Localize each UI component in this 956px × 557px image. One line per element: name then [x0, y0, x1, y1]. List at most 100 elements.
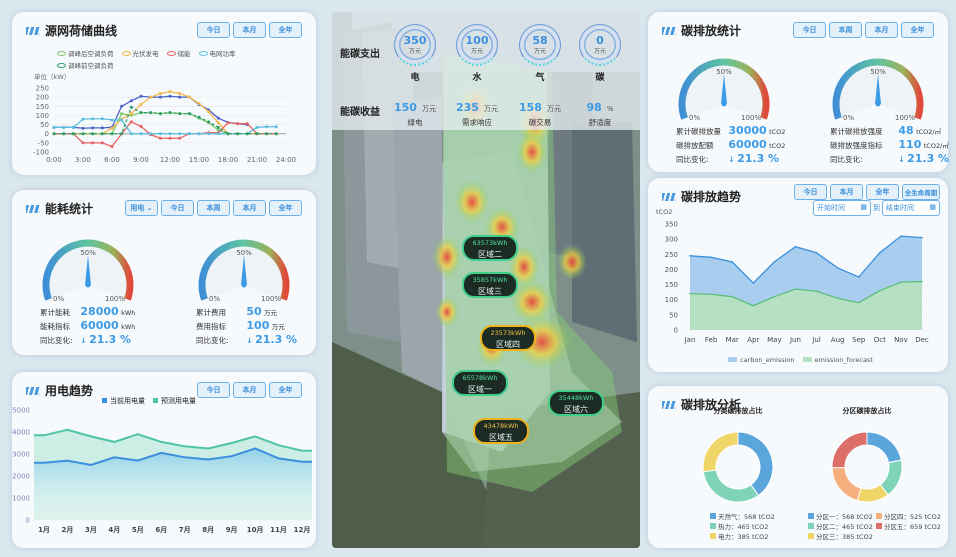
- legend-item[interactable]: 光伏发电: [121, 48, 159, 58]
- ring-icon: 100 万元: [456, 24, 498, 66]
- stat-unit: kWh: [121, 309, 136, 317]
- data-point: [168, 90, 172, 94]
- legend-item[interactable]: 分区二：465 tCO2: [808, 521, 873, 531]
- data-point: [187, 95, 191, 99]
- data-point: [113, 456, 116, 459]
- income-item[interactable]: 98 % 舒适度: [570, 96, 630, 128]
- stat-unit: 万元: [264, 309, 278, 317]
- zone-label[interactable]: 35448kWh 区域六: [548, 390, 604, 416]
- donut-slice[interactable]: [702, 469, 760, 503]
- x-tick-label: 1月: [38, 526, 50, 534]
- year-button[interactable]: 全年: [901, 22, 934, 38]
- spend-item[interactable]: 58 万元 气: [518, 24, 562, 83]
- series-line: [54, 121, 277, 148]
- donut-slice[interactable]: [831, 431, 868, 469]
- spend-unit: 万元: [533, 47, 546, 55]
- donut-slice[interactable]: [737, 431, 774, 497]
- data-point: [178, 95, 182, 99]
- year-button[interactable]: 全年: [269, 382, 302, 398]
- legend-item[interactable]: 电网功率: [198, 48, 236, 58]
- spend-item[interactable]: 0 万元 碳: [578, 24, 622, 83]
- legend-item[interactable]: 调峰后空调负荷: [57, 48, 114, 58]
- stat-unit: tCO2: [769, 142, 786, 150]
- zone-label[interactable]: 43478kWh 区域五: [473, 418, 529, 444]
- donut-title: 分区碳排放占比: [843, 406, 892, 415]
- data-point: [160, 441, 163, 443]
- legend-item[interactable]: 分区三：385 tCO2: [808, 531, 873, 541]
- legend-item[interactable]: 调峰前空调负荷: [57, 60, 114, 70]
- zone-label[interactable]: 35857kWh 区域三: [462, 272, 518, 298]
- income-item[interactable]: 150 万元 绿电: [385, 96, 445, 128]
- donut-slice[interactable]: [702, 431, 739, 473]
- data-point: [168, 111, 172, 115]
- donut-slice[interactable]: [866, 431, 902, 464]
- data-point: [149, 95, 153, 99]
- income-item[interactable]: 158 万元 碳交易: [510, 96, 570, 128]
- year-button[interactable]: 全年: [269, 22, 302, 38]
- spend-value: 0: [596, 33, 604, 47]
- data-point: [160, 452, 163, 454]
- legend-item[interactable]: carbon_emission: [728, 356, 795, 364]
- income-unit: 万元: [422, 105, 437, 113]
- month-button[interactable]: 本月: [233, 382, 266, 398]
- series-area: [34, 448, 312, 520]
- stat-value: 50: [246, 305, 262, 318]
- stat-label: 能耗指标: [40, 322, 70, 331]
- legend-item[interactable]: 热力：465 tCO2: [710, 521, 768, 531]
- week-button[interactable]: 本周: [829, 22, 862, 38]
- stat-row: 同比变化: ↓ 21.3 %: [40, 333, 131, 346]
- today-button[interactable]: 今日: [197, 22, 230, 38]
- zone-label[interactable]: 65578kWh 区域一: [452, 370, 508, 396]
- data-point: [900, 281, 902, 283]
- month-button[interactable]: 本月: [233, 200, 266, 216]
- today-button[interactable]: 今日: [793, 22, 826, 38]
- legend-item[interactable]: 分区五：659 tCO2: [876, 521, 941, 531]
- legend-marker-icon: [166, 51, 176, 56]
- today-button[interactable]: 今日: [161, 200, 194, 216]
- start-time-input[interactable]: 开始时间 ▦: [813, 200, 871, 216]
- legend-item[interactable]: emission_forecast: [802, 356, 873, 364]
- zone-energy: 43478kWh: [483, 422, 519, 430]
- today-button[interactable]: 今日: [197, 382, 230, 398]
- y-tick-label: 0: [26, 517, 30, 525]
- spend-item[interactable]: 350 万元 电: [393, 24, 437, 83]
- legend-item[interactable]: 当前用电量: [102, 396, 145, 406]
- legend-item[interactable]: 电力：385 tCO2: [710, 531, 768, 541]
- legend-item[interactable]: 分区一：568 tCO2: [808, 511, 873, 521]
- legend-label: 储能: [177, 50, 191, 58]
- income-item[interactable]: 235 万元 需求响应: [447, 96, 507, 128]
- legend-item[interactable]: 预测用电量: [153, 396, 196, 406]
- data-point: [226, 121, 230, 125]
- donut-slice[interactable]: [831, 466, 862, 502]
- month-button[interactable]: 本月: [830, 184, 863, 200]
- lifecycle-button[interactable]: 全生命周期: [902, 184, 940, 200]
- data-point: [216, 132, 220, 136]
- year-button[interactable]: 全年: [269, 200, 302, 216]
- today-button[interactable]: 今日: [794, 184, 827, 200]
- gauge: 50% 0% 100%: [198, 239, 290, 303]
- zone-label[interactable]: 23573kWh 区域四: [480, 325, 536, 351]
- week-button[interactable]: 本周: [197, 200, 230, 216]
- chart-legend: carbon_emission emission_forecast: [728, 356, 873, 364]
- x-tick-label: 15:00: [189, 156, 209, 164]
- legend-item[interactable]: 储能: [166, 48, 191, 58]
- building-heatmap-view: 能碳支出 能碳收益 350 万元 电 100 万元 水 58 万元 气 0 万元…: [332, 12, 640, 548]
- month-button[interactable]: 本月: [865, 22, 898, 38]
- year-button[interactable]: 全年: [866, 184, 899, 200]
- legend-item[interactable]: 分区四：525 tCO2: [876, 511, 941, 521]
- title-bars-icon: [26, 204, 40, 213]
- month-button[interactable]: 本月: [233, 22, 266, 38]
- zone-label[interactable]: 63573kWh 区域二: [462, 235, 518, 261]
- energy-type-select[interactable]: 用电 ⌄: [125, 200, 158, 216]
- y-tick-label: -50: [38, 139, 49, 147]
- gauge-label: 100%: [741, 114, 761, 122]
- legend-item[interactable]: 天然气：568 tCO2: [710, 511, 775, 521]
- legend-label: 热力: [718, 523, 731, 531]
- data-point: [71, 125, 75, 129]
- stat-value: 48: [898, 124, 914, 137]
- end-time-input[interactable]: 结束时间 ▦: [882, 200, 940, 216]
- stat-value: 60000: [728, 138, 767, 151]
- ring-icon: 58 万元: [519, 24, 561, 66]
- y-tick-label: 200: [665, 266, 678, 274]
- spend-item[interactable]: 100 万元 水: [455, 24, 499, 83]
